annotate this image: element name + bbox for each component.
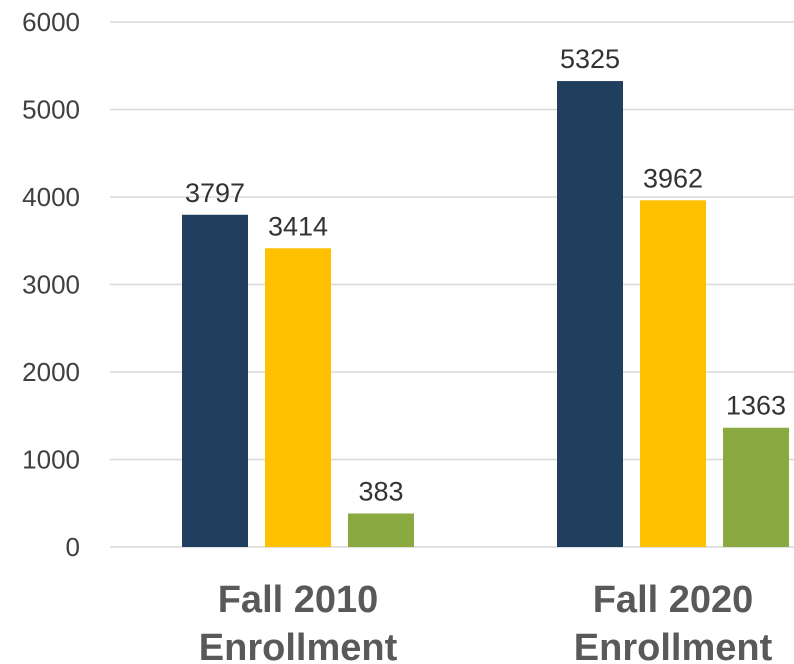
y-tick-label: 0: [66, 532, 80, 562]
data-label: 383: [358, 476, 403, 506]
bar-series-1-category-1: [182, 214, 248, 547]
y-tick-label: 2000: [22, 357, 80, 387]
bar-series-2-category-1: [265, 248, 331, 547]
y-axis-ticks: 0 1000 2000 3000 4000 5000 6000: [22, 7, 80, 562]
y-tick-label: 6000: [22, 7, 80, 37]
y-tick-label: 5000: [22, 95, 80, 125]
data-label: 3962: [643, 163, 703, 193]
bar-series-3-category-2: [723, 427, 789, 547]
data-label: 5325: [560, 44, 620, 74]
x-category-label: Fall 2020: [593, 579, 754, 621]
data-label: 3797: [185, 178, 245, 208]
x-category-label: Enrollment: [199, 627, 398, 664]
bar-series-1-category-2: [557, 81, 623, 547]
y-tick-label: 4000: [22, 182, 80, 212]
bar-series-3-category-1: [348, 513, 414, 547]
data-label: 3414: [268, 211, 328, 241]
data-label: 1363: [726, 391, 786, 421]
bar-series-2-category-2: [640, 200, 706, 547]
y-tick-label: 1000: [22, 445, 80, 475]
y-tick-label: 3000: [22, 270, 80, 300]
bars: [182, 81, 789, 547]
x-category-label: Enrollment: [574, 627, 773, 664]
data-labels: 3797 3414 383 5325 3962 1363: [185, 44, 786, 506]
x-category-label: Fall 2010: [218, 579, 379, 621]
x-axis-categories: Fall 2010 Enrollment Fall 2020 Enrollment: [199, 579, 773, 664]
